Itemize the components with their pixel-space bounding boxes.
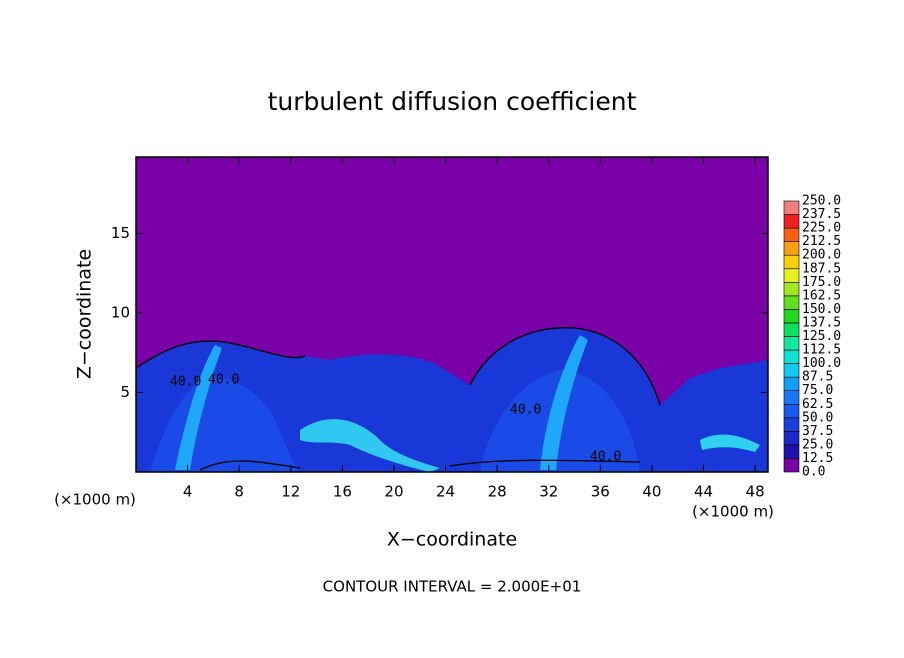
x-axis-label: X−coordinate bbox=[387, 529, 517, 551]
colorbar-cell bbox=[783, 390, 800, 405]
colorbar-label: 100.0 bbox=[802, 356, 841, 371]
colorbar-cell bbox=[783, 363, 800, 378]
colorbar-cell bbox=[783, 376, 800, 391]
field bbox=[135, 327, 768, 472]
x-tick-label: 36 bbox=[591, 483, 610, 501]
x-tick-label: 48 bbox=[746, 483, 765, 501]
colorbar-cell bbox=[783, 444, 800, 459]
x-tick-label: 16 bbox=[333, 483, 352, 501]
streak bbox=[700, 434, 760, 452]
y-axis-label: Z−coordinate bbox=[74, 249, 96, 379]
colorbar-cell bbox=[783, 403, 800, 419]
x-tick-label: 24 bbox=[436, 483, 455, 501]
x-tick-label: 44 bbox=[694, 483, 713, 501]
contour-label: 40.0 bbox=[510, 403, 541, 418]
contour-line bbox=[135, 327, 661, 471]
colorbar-label: 175.0 bbox=[802, 275, 841, 290]
footer-note: CONTOUR INTERVAL = 2.000E+01 bbox=[323, 578, 582, 596]
colorbar-label: 200.0 bbox=[802, 248, 841, 263]
colorbar-cell bbox=[783, 295, 800, 310]
contour-label: 40.0 bbox=[590, 450, 621, 465]
colorbar-label: 125.0 bbox=[802, 329, 841, 344]
x-tick-label: 12 bbox=[281, 483, 300, 501]
colorbar-label: 0.0 bbox=[802, 465, 825, 480]
colorbar-label: 237.5 bbox=[802, 207, 841, 222]
colorbar-cell bbox=[783, 458, 800, 473]
y-tick-label: 10 bbox=[111, 303, 130, 321]
contour-label: 40.0 bbox=[208, 373, 239, 388]
colorbar-label: 162.5 bbox=[802, 288, 841, 303]
colorbar-cell bbox=[783, 281, 800, 297]
colorbar-label: 25.0 bbox=[802, 437, 833, 452]
colorbar-cell bbox=[783, 309, 800, 324]
x-tick-label: 8 bbox=[234, 483, 244, 501]
colorbar-label: 225.0 bbox=[802, 221, 841, 236]
colorbar-label: 75.0 bbox=[802, 383, 833, 398]
colorbar-label: 12.5 bbox=[802, 451, 833, 466]
colorbar-label: 37.5 bbox=[802, 424, 833, 439]
x-tick-label: 32 bbox=[539, 483, 558, 501]
x-unit: (×1000 m) bbox=[54, 491, 136, 509]
x-unit: (×1000 m) bbox=[692, 503, 774, 521]
colorbar-cell bbox=[783, 227, 800, 242]
colorbar-cell bbox=[783, 417, 800, 432]
colorbar-label: 187.5 bbox=[802, 261, 841, 276]
colorbar-cell bbox=[783, 336, 800, 351]
colorbar-cell bbox=[783, 254, 800, 270]
chart-title: turbulent diffusion coefficient bbox=[268, 87, 637, 116]
colorbar-cell bbox=[783, 200, 800, 215]
streak bbox=[540, 335, 588, 470]
colorbar-cell bbox=[783, 322, 800, 337]
colorbar-cell bbox=[783, 268, 800, 283]
colorbar-label: 50.0 bbox=[802, 410, 833, 425]
colorbar-label: 137.5 bbox=[802, 315, 841, 330]
colorbar-label: 62.5 bbox=[802, 397, 833, 412]
y-tick-label: 15 bbox=[111, 224, 130, 242]
contour-label: 40.0 bbox=[170, 375, 201, 390]
colorbar-cell bbox=[783, 241, 800, 256]
colorbar-cell bbox=[783, 431, 800, 446]
y-tick-label: 5 bbox=[120, 383, 130, 401]
x-tick-label: 40 bbox=[642, 483, 661, 501]
colorbar-label: 87.5 bbox=[802, 370, 833, 385]
colorbar-label: 150.0 bbox=[802, 302, 841, 317]
colorbar-label: 212.5 bbox=[802, 234, 841, 249]
plot-frame bbox=[135, 156, 769, 473]
streak bbox=[175, 345, 222, 470]
colorbar-cell bbox=[783, 349, 800, 364]
colorbar-cell bbox=[783, 214, 800, 229]
colorbar-label: 250.0 bbox=[802, 194, 841, 209]
x-tick-label: 20 bbox=[384, 483, 403, 501]
x-tick-label: 4 bbox=[183, 483, 193, 501]
colorbar-label: 112.5 bbox=[802, 343, 841, 358]
x-tick-label: 28 bbox=[488, 483, 507, 501]
streak bbox=[300, 419, 440, 472]
